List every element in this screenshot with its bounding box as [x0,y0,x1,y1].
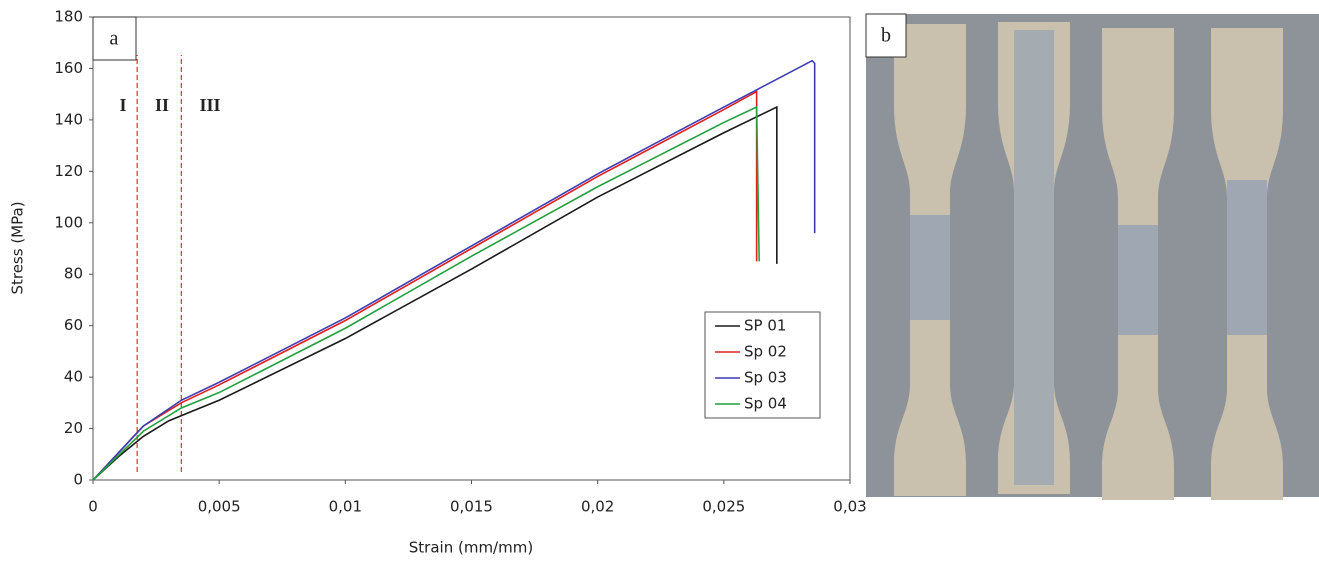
y-tick-label: 20 [64,419,83,437]
panel-label-box [865,13,907,58]
y-tick-label: 80 [64,265,83,283]
legend-label: Sp 04 [744,395,787,413]
x-tick-label: 0,03 [833,498,866,516]
x-tick-label: 0 [88,498,98,516]
x-tick-label: 0,01 [329,498,362,516]
y-tick-label: 100 [54,213,83,231]
line-series [92,59,816,481]
x-axis-title: Strain (mm/mm) [409,539,533,557]
y-tick-label: 140 [54,110,83,128]
specimen-coating [910,30,1267,485]
x-tick-label: 0,025 [702,498,745,516]
y-axis-title: Stress (MPa) [9,201,27,294]
legend-label: SP 01 [744,317,786,335]
y-tick-label: 0 [73,471,83,489]
legend-box [704,311,821,419]
region-label: II [155,95,169,115]
y-tick-label: 120 [54,162,83,180]
panel-label: b [881,25,891,47]
x-tick-label: 0,02 [581,498,614,516]
line-series [92,105,778,481]
y-tick-label: 60 [64,316,83,334]
y-tick-label: 180 [54,8,83,26]
panel-label-box [92,16,137,61]
region-label: I [119,95,126,115]
region-label: III [199,95,220,115]
panel-label: a [110,28,119,50]
x-tick-label: 0,005 [198,498,241,516]
y-tick-label: 160 [54,59,83,77]
legend-label: Sp 03 [744,369,787,387]
y-tick-label: 40 [64,368,83,386]
photo: b [865,13,1319,500]
legend-label: Sp 02 [744,343,787,361]
line-series [92,105,760,481]
line-series [92,90,758,481]
x-tick-label: 0,015 [450,498,493,516]
